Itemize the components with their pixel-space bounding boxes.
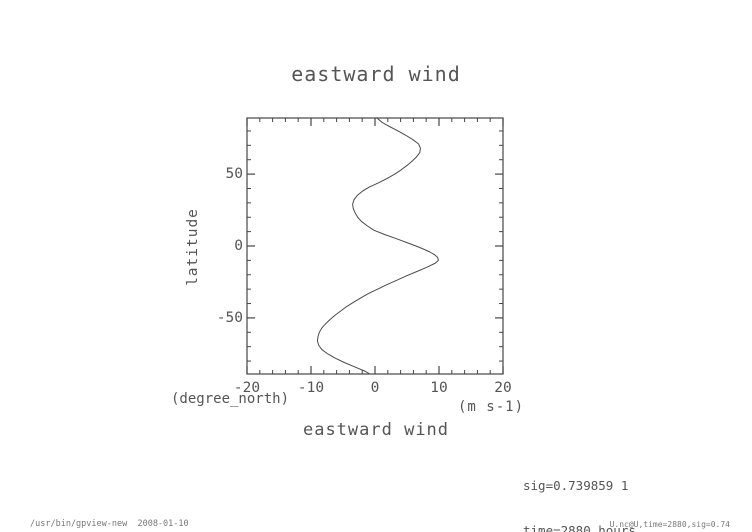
x-tick-label: 10: [430, 380, 448, 396]
x-tick-label: -20: [233, 380, 261, 396]
wind-profile-curve: [316, 117, 439, 375]
y-tick-label: 0: [234, 238, 243, 254]
y-tick-label: 50: [225, 166, 243, 183]
annotation-block: sig=0.739859 1 time=2880 hours (mean) lo…: [523, 448, 681, 532]
y-tick-label: -50: [216, 309, 243, 326]
annotation-time: time=2880 hours: [523, 523, 636, 532]
y-axis-unit-label: (degree_north): [171, 391, 290, 407]
footer-command-line: /usr/bin/gpview-new 2008-01-10: [30, 519, 189, 529]
x-axis-unit-label: (m s-1): [458, 399, 525, 415]
footer-file-info: U.nc@U,time=2880,sig=0.74: [609, 520, 730, 529]
page-title: eastward wind: [291, 62, 461, 86]
y-axis-title: latitude: [185, 208, 201, 286]
annotation-sig: sig=0.739859 1: [523, 478, 629, 493]
x-tick-label: -10: [297, 380, 325, 396]
x-tick-label: 0: [370, 380, 380, 396]
x-tick-label: 20: [494, 380, 512, 396]
x-axis-title: eastward wind: [302, 420, 450, 440]
